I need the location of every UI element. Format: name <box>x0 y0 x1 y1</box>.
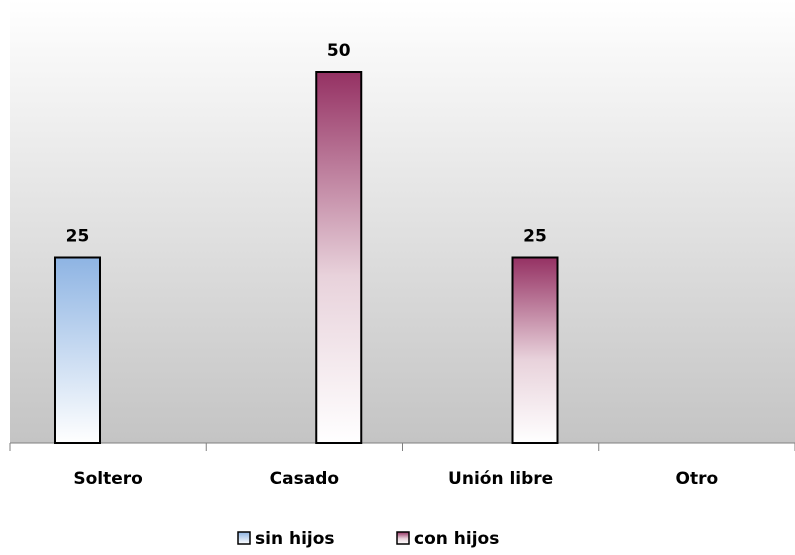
plot-background <box>10 0 795 443</box>
axis-layer: Soltero Casado Unión libre Otro <box>9 442 795 489</box>
bars-layer <box>54 71 559 444</box>
data-label: 50 <box>327 41 351 61</box>
category-label: Otro <box>676 469 719 489</box>
data-label: 25 <box>523 227 547 247</box>
legend-label: sin hijos <box>255 529 335 549</box>
bar-sin-hijos-Soltero <box>54 256 101 444</box>
legend: sin hijos con hijos <box>237 529 499 549</box>
legend-swatch <box>237 531 251 545</box>
labels-layer: 25 50 25 <box>66 41 547 247</box>
bar-con-hijos-Unión-libre <box>511 256 559 444</box>
category-label: Unión libre <box>448 469 553 489</box>
bar-con-hijos-Casado <box>315 71 363 444</box>
category-label: Soltero <box>73 469 142 489</box>
data-label: 25 <box>66 227 90 247</box>
legend-swatch <box>396 531 410 545</box>
legend-label: con hijos <box>414 529 499 549</box>
category-label: Casado <box>270 469 339 489</box>
